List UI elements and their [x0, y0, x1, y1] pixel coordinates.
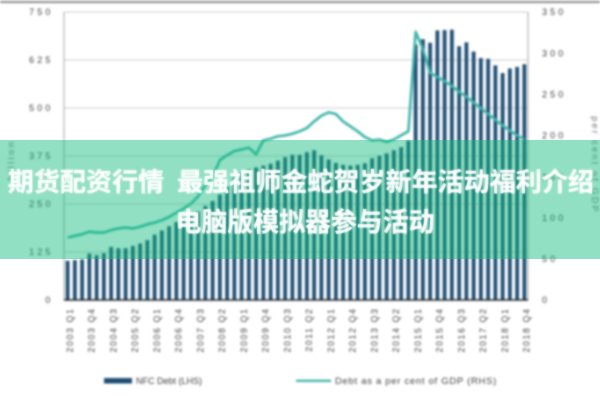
- svg-text:150: 150: [542, 172, 566, 182]
- svg-text:625: 625: [29, 55, 53, 65]
- svg-text:100: 100: [542, 213, 566, 223]
- svg-text:750: 750: [29, 7, 53, 17]
- svg-text:2008 Q2: 2008 Q2: [217, 308, 227, 353]
- svg-text:2011 Q2: 2011 Q2: [304, 308, 314, 352]
- svg-text:2003 Q1: 2003 Q1: [65, 308, 75, 353]
- svg-text:50: 50: [542, 254, 558, 264]
- svg-text:0: 0: [542, 295, 550, 305]
- svg-text:2003 Q4: 2003 Q4: [87, 308, 97, 353]
- svg-text:Debt as a per cent of GDP (RHS: Debt as a per cent of GDP (RHS): [335, 376, 497, 387]
- svg-text:2006 Q1: 2006 Q1: [152, 308, 162, 353]
- svg-text:NFC Debt (LHS): NFC Debt (LHS): [136, 376, 202, 386]
- svg-text:2007 Q3: 2007 Q3: [195, 308, 205, 353]
- svg-text:2015 Q1: 2015 Q1: [413, 308, 423, 353]
- svg-text:2005 Q2: 2005 Q2: [130, 308, 140, 353]
- svg-text:2006 Q4: 2006 Q4: [174, 308, 184, 353]
- svg-text:2012 Q4: 2012 Q4: [348, 308, 358, 353]
- svg-text:375: 375: [29, 151, 53, 161]
- svg-text:200: 200: [542, 131, 566, 141]
- svg-text:2017 Q2: 2017 Q2: [478, 308, 488, 353]
- svg-text:0: 0: [45, 295, 53, 305]
- svg-text:2004 Q3: 2004 Q3: [108, 308, 118, 353]
- svg-text:2018 Q4: 2018 Q4: [522, 308, 532, 353]
- svg-text:125: 125: [29, 247, 53, 257]
- svg-text:billion: billion: [6, 139, 17, 180]
- svg-text:2016 Q3: 2016 Q3: [456, 308, 466, 353]
- svg-text:2010 Q3: 2010 Q3: [282, 308, 292, 353]
- svg-text:2015 Q4: 2015 Q4: [435, 308, 445, 353]
- svg-text:250: 250: [542, 90, 566, 100]
- svg-text:2018 Q1: 2018 Q1: [500, 308, 510, 353]
- svg-text:300: 300: [542, 48, 566, 58]
- svg-text:2014 Q2: 2014 Q2: [391, 308, 401, 353]
- svg-text:per cent of GDP: per cent of GDP: [590, 116, 600, 214]
- svg-text:250: 250: [29, 199, 53, 209]
- svg-text:2012 Q1: 2012 Q1: [326, 308, 336, 353]
- svg-text:350: 350: [542, 7, 566, 17]
- svg-text:2009 Q4: 2009 Q4: [261, 308, 271, 353]
- svg-text:2009 Q1: 2009 Q1: [239, 308, 249, 353]
- svg-text:2013 Q3: 2013 Q3: [369, 308, 379, 353]
- svg-text:500: 500: [29, 103, 53, 113]
